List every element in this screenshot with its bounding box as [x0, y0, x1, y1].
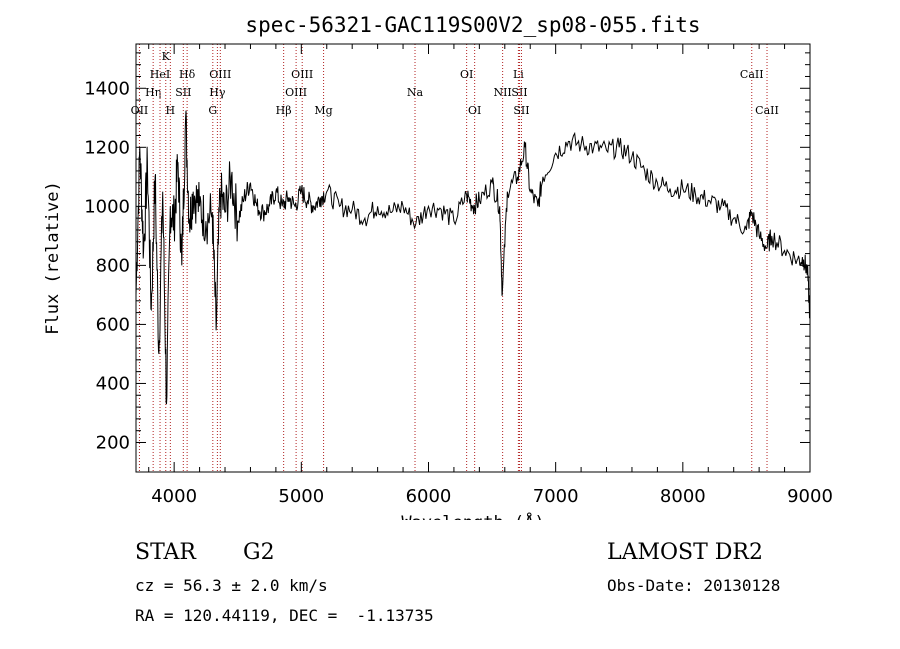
y-tick-label: 1000: [84, 196, 130, 217]
line-label: SII: [175, 86, 191, 99]
spectrum-plot: spec-56321-GAC119S00V2_sp08-055.fits Wav…: [43, 13, 833, 520]
line-label: H: [166, 104, 176, 117]
line-label: SII: [511, 86, 527, 99]
line-label: Hδ: [179, 68, 196, 81]
line-label: OI: [460, 68, 473, 81]
line-label: OIII: [291, 68, 313, 81]
x-tick-label: 8000: [660, 486, 706, 507]
line-label: CaII: [755, 104, 779, 117]
survey-name: LAMOST DR2: [607, 540, 763, 565]
line-label: G: [208, 104, 217, 117]
y-tick-label: 1200: [84, 137, 130, 158]
x-tick-label: 4000: [151, 486, 197, 507]
object-subclass: G2: [243, 540, 275, 565]
line-label: Na: [407, 86, 424, 99]
x-tick-label: 6000: [406, 486, 452, 507]
y-tick-label: 600: [96, 314, 130, 335]
emission-line-markers: OII Hη HeI K H SII Hδ G Hγ OIII Hβ OIII OIII Mg Na OI OI…: [131, 44, 779, 472]
obs-date-text: Obs-Date: 20130128: [607, 576, 781, 595]
line-label: HeI: [150, 68, 170, 81]
y-tick-label: 1400: [84, 78, 130, 99]
line-label: SII: [513, 104, 529, 117]
redshift-text: cz = 56.3 ± 2.0 km/s: [135, 576, 328, 595]
line-label: K: [162, 50, 171, 63]
coordinates-text: RA = 120.44119, DEC = -1.13735: [135, 606, 434, 625]
line-label: NII: [493, 86, 511, 99]
x-tick-label: 7000: [533, 486, 579, 507]
y-tick-label: 200: [96, 432, 130, 453]
line-label: Li: [513, 68, 524, 81]
axis-ticks: 4000 5000 6000 7000 8000 9000 200 400 600 800 1000…: [84, 44, 833, 507]
plot-frame: [135, 43, 811, 473]
line-label: OIII: [209, 68, 231, 81]
object-type: STAR: [135, 540, 196, 565]
line-label: OIII: [285, 86, 307, 99]
y-axis-label: Flux (relative): [43, 181, 63, 335]
line-label: Hη: [145, 86, 161, 99]
line-label: CaII: [740, 68, 764, 81]
line-label: Mg: [314, 104, 332, 117]
line-label: Hγ: [209, 86, 226, 99]
line-label: OII: [131, 104, 149, 117]
y-tick-label: 400: [96, 373, 130, 394]
x-tick-label: 5000: [278, 486, 324, 507]
x-tick-label: 9000: [787, 486, 833, 507]
line-label: OI: [468, 104, 481, 117]
chart-title: spec-56321-GAC119S00V2_sp08-055.fits: [245, 13, 700, 37]
line-label: Hβ: [276, 104, 292, 117]
x-axis-label: Wavelength (Å): [401, 511, 544, 520]
spectrum-line: [135, 110, 811, 405]
y-tick-label: 800: [96, 255, 130, 276]
